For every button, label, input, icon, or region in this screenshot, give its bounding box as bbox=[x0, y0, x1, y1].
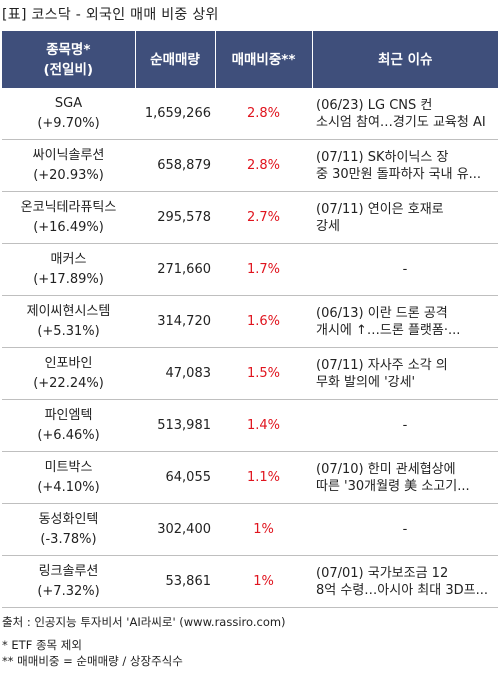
recent-issue-line1: (07/11) 연이은 호재로 bbox=[316, 201, 444, 217]
stock-name-cell: 온코닉테라퓨틱스 (+16.49%) bbox=[2, 191, 135, 244]
recent-issue-cell: (06/13) 이란 드론 공격 개시에 ↑…드론 플랫폼·... bbox=[312, 295, 498, 348]
stock-name-cell: 인포바인 (+22.24%) bbox=[2, 347, 135, 400]
trading-ratio-cell: 1.5% bbox=[215, 347, 312, 400]
table-row: 제이씨현시스템 (+5.31%) 314,720 1.6% (06/13) 이란… bbox=[2, 295, 498, 348]
recent-issue-cell: - bbox=[312, 399, 498, 452]
stock-change: (+7.32%) bbox=[37, 583, 100, 599]
stock-name-cell: 동성화인텍 (-3.78%) bbox=[2, 503, 135, 556]
recent-issue-line2: 8억 수령…아시아 최대 3D프... bbox=[316, 582, 488, 598]
table-row: 링크솔루션 (+7.32%) 53,861 1% (07/01) 국가보조금 1… bbox=[2, 555, 498, 608]
recent-issue-line2: 강세 bbox=[316, 218, 340, 234]
recent-issue-line1: (07/10) 한미 관세협상에 bbox=[316, 461, 456, 477]
stock-name-cell: 링크솔루션 (+7.32%) bbox=[2, 555, 135, 608]
table-row: 싸이닉솔루션 (+20.93%) 658,879 2.8% (07/11) SK… bbox=[2, 139, 498, 192]
stock-name-cell: 미트박스 (+4.10%) bbox=[2, 451, 135, 504]
column-header-name-line1: 종목명* bbox=[46, 41, 91, 58]
net-volume-cell: 53,861 bbox=[135, 555, 215, 608]
stock-name-cell: SGA (+9.70%) bbox=[2, 88, 135, 140]
trading-ratio-cell: 2.8% bbox=[215, 88, 312, 140]
recent-issue-line2: 개시에 ↑…드론 플랫폼·... bbox=[316, 322, 461, 338]
recent-issue-cell: (07/11) 자사주 소각 의 무화 발의에 '강세' bbox=[312, 347, 498, 400]
stock-name-cell: 제이씨현시스템 (+5.31%) bbox=[2, 295, 135, 348]
stock-change: (+6.46%) bbox=[37, 427, 100, 443]
recent-issue-line2: 따른 '30개월령 美 소고기... bbox=[316, 478, 470, 494]
recent-issue-cell: - bbox=[312, 243, 498, 296]
stock-name: 매커스 bbox=[50, 251, 87, 267]
table-title: [표] 코스닥 - 외국인 매매 비중 상위 bbox=[2, 7, 219, 23]
etf-exclusion-note: * ETF 종목 제외 bbox=[2, 638, 82, 652]
stock-name: 미트박스 bbox=[44, 459, 93, 475]
stock-change: (+22.24%) bbox=[33, 375, 104, 391]
recent-issue-line1: (07/11) 자사주 소각 의 bbox=[316, 357, 448, 373]
recent-issue-line1: (07/01) 국가보조금 12 bbox=[316, 565, 449, 581]
trading-ratio-cell: 1% bbox=[215, 555, 312, 608]
column-header-volume: 순매매량 bbox=[135, 31, 216, 88]
column-header-ratio: 매매비중** bbox=[215, 31, 313, 88]
stock-name-cell: 매커스 (+17.89%) bbox=[2, 243, 135, 296]
recent-issue-line1: (06/13) 이란 드론 공격 bbox=[316, 305, 448, 321]
net-volume-cell: 302,400 bbox=[135, 503, 215, 556]
ratio-definition-note: ** 매매비중 = 순매매량 / 상장주식수 bbox=[2, 654, 183, 668]
foreign-trading-table: 종목명* (전일비) 순매매량 매매비중** 최근 이슈 SGA (+9.70%… bbox=[2, 31, 498, 608]
net-volume-cell: 47,083 bbox=[135, 347, 215, 400]
stock-change: (+4.10%) bbox=[37, 479, 100, 495]
table-row: 미트박스 (+4.10%) 64,055 1.1% (07/10) 한미 관세협… bbox=[2, 451, 498, 504]
table-row: 동성화인텍 (-3.78%) 302,400 1% - bbox=[2, 503, 498, 556]
table-row: 인포바인 (+22.24%) 47,083 1.5% (07/11) 자사주 소… bbox=[2, 347, 498, 400]
trading-ratio-cell: 1% bbox=[215, 503, 312, 556]
table-row: 온코닉테라퓨틱스 (+16.49%) 295,578 2.7% (07/11) … bbox=[2, 191, 498, 244]
table-row: 매커스 (+17.89%) 271,660 1.7% - bbox=[2, 243, 498, 296]
stock-change: (+20.93%) bbox=[33, 167, 104, 183]
trading-ratio-cell: 1.6% bbox=[215, 295, 312, 348]
stock-name: 동성화인텍 bbox=[38, 511, 99, 527]
stock-change: (+16.49%) bbox=[33, 219, 104, 235]
table-header-row: 종목명* (전일비) 순매매량 매매비중** 최근 이슈 bbox=[2, 31, 498, 88]
stock-change: (+5.31%) bbox=[37, 323, 100, 339]
stock-name: 링크솔루션 bbox=[38, 563, 99, 579]
recent-issue-line2: 중 30만원 돌파하자 국내 유... bbox=[316, 166, 482, 182]
net-volume-cell: 295,578 bbox=[135, 191, 215, 244]
column-header-name: 종목명* (전일비) bbox=[2, 31, 136, 88]
table-row: 파인엠텍 (+6.46%) 513,981 1.4% - bbox=[2, 399, 498, 452]
stock-name: 인포바인 bbox=[44, 355, 93, 371]
recent-issue-cell: (07/01) 국가보조금 12 8억 수령…아시아 최대 3D프... bbox=[312, 555, 498, 608]
stock-change: (+17.89%) bbox=[33, 271, 104, 287]
stock-name: 제이씨현시스템 bbox=[26, 303, 111, 319]
net-volume-cell: 314,720 bbox=[135, 295, 215, 348]
table-row: SGA (+9.70%) 1,659,266 2.8% (06/23) LG C… bbox=[2, 88, 498, 140]
trading-ratio-cell: 1.1% bbox=[215, 451, 312, 504]
trading-ratio-cell: 2.7% bbox=[215, 191, 312, 244]
net-volume-cell: 64,055 bbox=[135, 451, 215, 504]
net-volume-cell: 658,879 bbox=[135, 139, 215, 192]
recent-issue-cell: (07/11) 연이은 호재로 강세 bbox=[312, 191, 498, 244]
trading-ratio-cell: 2.8% bbox=[215, 139, 312, 192]
stock-name: 온코닉테라퓨틱스 bbox=[20, 199, 117, 215]
source-note: 출처 : 인공지능 투자비서 'AI라씨로' (www.rassiro.com) bbox=[2, 615, 286, 629]
recent-issue-cell: - bbox=[312, 503, 498, 556]
stock-change: (+9.70%) bbox=[37, 115, 100, 131]
trading-ratio-cell: 1.7% bbox=[215, 243, 312, 296]
column-header-name-line2: (전일비) bbox=[43, 61, 94, 78]
recent-issue-line1: (06/23) LG CNS 컨 bbox=[316, 97, 433, 113]
recent-issue-cell: (06/23) LG CNS 컨 소시엄 참여…경기도 교육청 AI bbox=[312, 88, 498, 140]
stock-name: SGA bbox=[54, 95, 83, 111]
stock-name-cell: 파인엠텍 (+6.46%) bbox=[2, 399, 135, 452]
stock-name: 싸이닉솔루션 bbox=[32, 147, 105, 163]
stock-name-cell: 싸이닉솔루션 (+20.93%) bbox=[2, 139, 135, 192]
net-volume-cell: 271,660 bbox=[135, 243, 215, 296]
recent-issue-line2: 소시엄 참여…경기도 교육청 AI bbox=[316, 114, 486, 130]
net-volume-cell: 1,659,266 bbox=[135, 88, 215, 140]
recent-issue-cell: (07/11) SK하이닉스 장 중 30만원 돌파하자 국내 유... bbox=[312, 139, 498, 192]
net-volume-cell: 513,981 bbox=[135, 399, 215, 452]
column-header-issue: 최근 이슈 bbox=[312, 31, 498, 88]
stock-change: (-3.78%) bbox=[40, 531, 97, 547]
recent-issue-line1: (07/11) SK하이닉스 장 bbox=[316, 149, 449, 165]
recent-issue-line2: 무화 발의에 '강세' bbox=[316, 374, 416, 390]
recent-issue-cell: (07/10) 한미 관세협상에 따른 '30개월령 美 소고기... bbox=[312, 451, 498, 504]
trading-ratio-cell: 1.4% bbox=[215, 399, 312, 452]
stock-name: 파인엠텍 bbox=[44, 407, 93, 423]
